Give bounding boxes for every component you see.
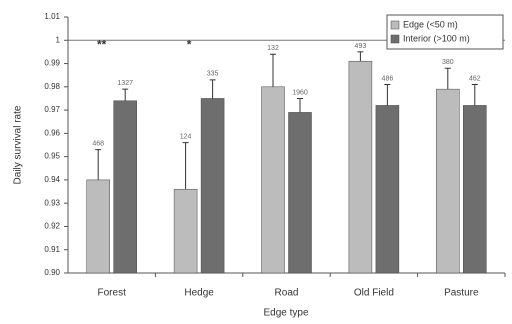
y-tick-label: 0.93 bbox=[44, 198, 60, 207]
error-bar bbox=[182, 142, 189, 190]
y-tick-label: 0.96 bbox=[44, 128, 60, 137]
annotation: * bbox=[187, 37, 192, 51]
y-tick-label: 0.90 bbox=[44, 268, 60, 277]
bar bbox=[375, 105, 400, 274]
sample-size: 1960 bbox=[292, 89, 308, 96]
error-bar bbox=[95, 149, 102, 180]
error-bar bbox=[122, 88, 129, 101]
error-bar bbox=[444, 67, 451, 90]
sample-size: 462 bbox=[469, 75, 481, 82]
sample-size: 124 bbox=[180, 134, 192, 141]
x-tick-label: Hedge bbox=[184, 288, 214, 299]
y-tick-label: 1 bbox=[56, 35, 61, 44]
x-axis-label: Edge type bbox=[263, 308, 308, 319]
legend-swatch bbox=[390, 34, 400, 44]
sample-size: 493 bbox=[355, 43, 367, 50]
bar bbox=[261, 86, 285, 274]
legend-label: Interior (>100 m) bbox=[403, 33, 470, 43]
x-tick-label: Forest bbox=[98, 288, 127, 299]
sample-size: 486 bbox=[382, 75, 394, 82]
sample-size: 335 bbox=[207, 71, 219, 78]
bar bbox=[113, 100, 137, 274]
y-tick-label: 0.91 bbox=[44, 245, 60, 254]
y-tick-label: 0.98 bbox=[44, 82, 60, 91]
sample-size: 132 bbox=[267, 45, 279, 52]
y-tick-label: 0.95 bbox=[44, 152, 60, 161]
bar bbox=[288, 112, 312, 274]
y-tick-label: 0.94 bbox=[44, 175, 60, 184]
x-tick-label: Pasture bbox=[444, 288, 479, 299]
x-tick-label: Road bbox=[275, 288, 299, 299]
bar bbox=[348, 60, 373, 274]
error-bar bbox=[270, 53, 276, 87]
error-bar bbox=[471, 83, 478, 106]
y-tick-label: 0.92 bbox=[44, 222, 60, 231]
sample-size: 468 bbox=[92, 140, 104, 147]
bar bbox=[436, 88, 460, 274]
annotation: ** bbox=[97, 37, 107, 51]
legend-label: Edge (<50 m) bbox=[403, 19, 458, 29]
bar bbox=[86, 179, 110, 274]
sample-size: 1327 bbox=[117, 80, 133, 87]
error-bar bbox=[384, 83, 391, 106]
error-bar bbox=[297, 97, 303, 113]
legend-swatch bbox=[390, 20, 400, 30]
sample-size: 380 bbox=[442, 59, 454, 66]
bar bbox=[200, 98, 225, 274]
y-tick-label: 0.99 bbox=[44, 59, 60, 68]
y-tick-label: 0.97 bbox=[44, 105, 60, 114]
bar bbox=[173, 188, 198, 274]
bar bbox=[463, 105, 487, 274]
legend-box bbox=[386, 14, 504, 50]
error-bar bbox=[209, 79, 216, 99]
error-bar bbox=[357, 51, 364, 62]
y-tick-label: 1.01 bbox=[44, 12, 60, 21]
y-axis-label: Daily survival rate bbox=[13, 105, 24, 184]
x-tick-label: Old Field bbox=[354, 288, 394, 299]
